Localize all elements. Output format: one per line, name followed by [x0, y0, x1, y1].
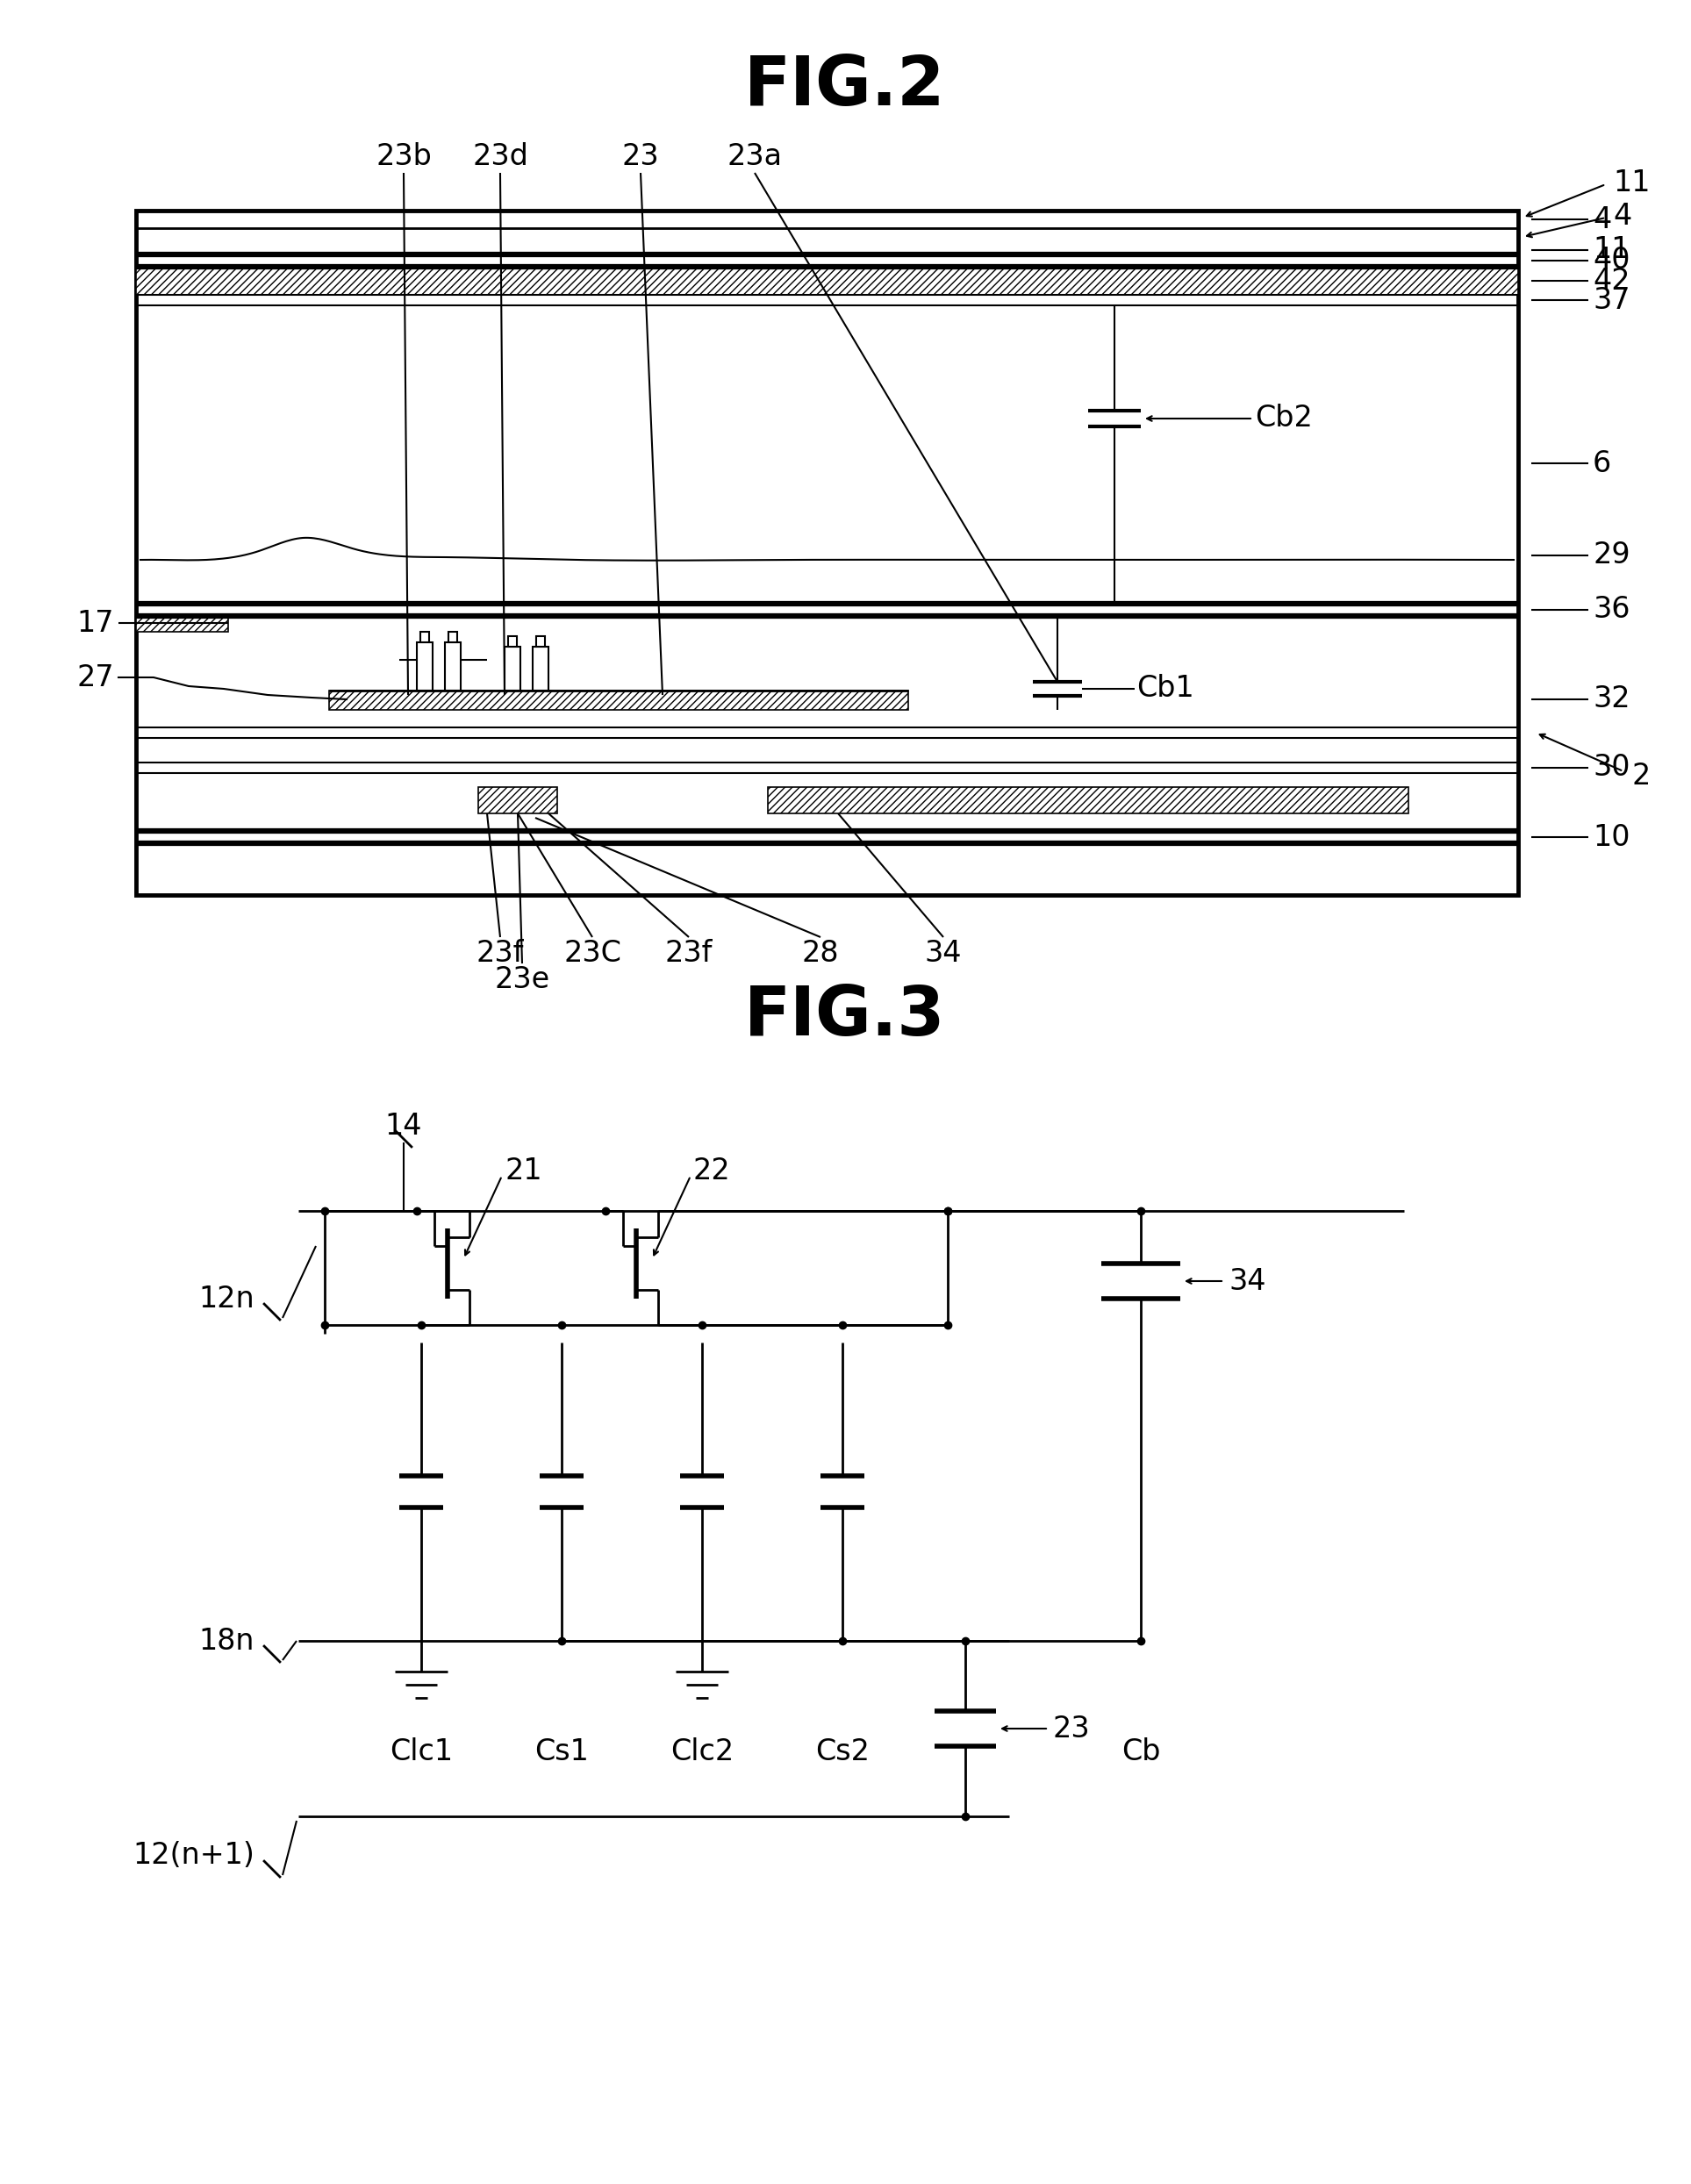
Text: 27: 27 [76, 664, 113, 692]
Bar [330, 690, 908, 710]
Text: 23: 23 [1053, 1714, 1091, 1743]
Text: 18n: 18n [200, 1627, 254, 1655]
Text: 11: 11 [1593, 236, 1630, 264]
Text: 23f: 23f [477, 939, 524, 968]
Text: 4: 4 [1613, 201, 1632, 229]
Text: 12(n+1): 12(n+1) [132, 1841, 254, 1870]
Text: 10: 10 [1593, 823, 1630, 852]
Text: FIG.3: FIG.3 [744, 983, 945, 1051]
Text: 23a: 23a [727, 142, 783, 170]
Text: 23e: 23e [494, 965, 550, 994]
Text: 34: 34 [925, 939, 962, 968]
Text: Cs2: Cs2 [815, 1738, 869, 1767]
Text: 4: 4 [1593, 205, 1612, 234]
Bar [445, 642, 460, 690]
Bar [536, 636, 545, 646]
Text: 42: 42 [1593, 266, 1630, 295]
Text: 6: 6 [1593, 450, 1612, 478]
Text: Cb2: Cb2 [1255, 404, 1312, 432]
Text: 23f: 23f [665, 939, 712, 968]
Text: 40: 40 [1593, 247, 1630, 275]
Bar [768, 786, 1409, 812]
Text: 28: 28 [802, 939, 839, 968]
Text: 29: 29 [1593, 542, 1630, 570]
Text: 30: 30 [1593, 753, 1630, 782]
Bar [135, 266, 1519, 295]
Bar [507, 636, 517, 646]
Text: 12n: 12n [198, 1284, 254, 1313]
Text: 23b: 23b [375, 142, 431, 170]
Text: 11: 11 [1613, 168, 1650, 197]
Bar [533, 646, 548, 690]
Text: Clc2: Clc2 [670, 1738, 734, 1767]
Bar [448, 631, 457, 642]
Text: FIG.2: FIG.2 [744, 52, 945, 120]
Text: 17: 17 [76, 609, 113, 638]
Text: 23d: 23d [472, 142, 528, 170]
Text: 14: 14 [386, 1112, 423, 1140]
Text: Clc1: Clc1 [389, 1738, 453, 1767]
Text: Cs1: Cs1 [534, 1738, 588, 1767]
Bar [421, 631, 430, 642]
Text: 23C: 23C [563, 939, 621, 968]
Text: 37: 37 [1593, 286, 1630, 314]
Text: 36: 36 [1593, 596, 1630, 625]
Text: Cb1: Cb1 [1136, 675, 1194, 703]
Bar [504, 646, 521, 690]
Bar [135, 210, 1519, 895]
Text: 34: 34 [1229, 1267, 1267, 1295]
Text: 22: 22 [693, 1158, 731, 1186]
Text: 23: 23 [622, 142, 659, 170]
Text: 32: 32 [1593, 686, 1630, 714]
Text: 21: 21 [504, 1158, 543, 1186]
Text: Cb: Cb [1121, 1738, 1160, 1767]
Bar [416, 642, 433, 690]
Bar [135, 616, 228, 631]
Bar [479, 786, 558, 812]
Text: 2: 2 [1632, 762, 1650, 791]
